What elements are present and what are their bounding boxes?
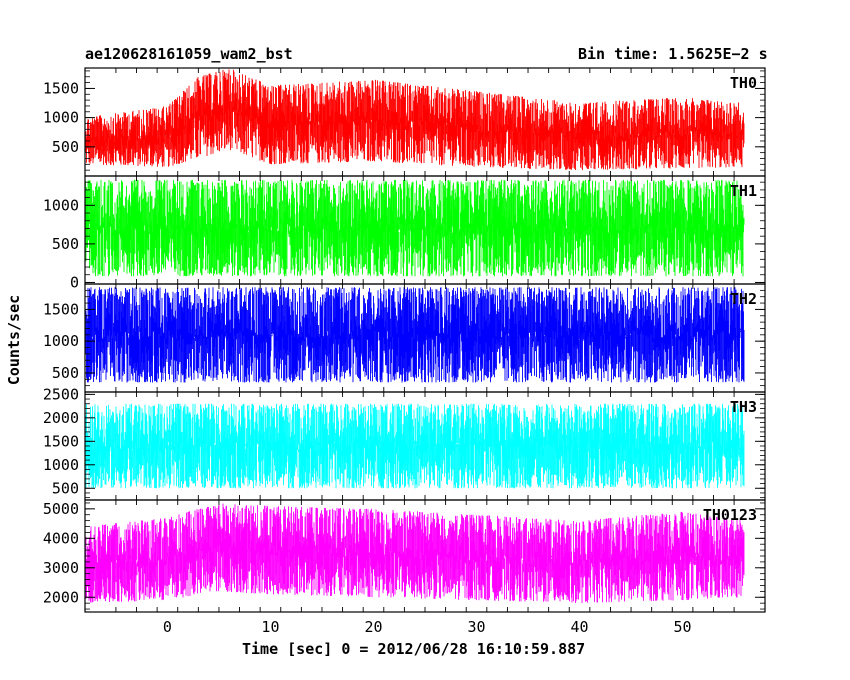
panel-label-th0: TH0	[730, 74, 757, 92]
y-tick-label: 4000	[43, 529, 79, 547]
series-th1	[84, 179, 745, 277]
y-tick-label: 1000	[43, 332, 79, 350]
x-tick-label: 50	[674, 618, 692, 636]
x-tick-label: 10	[261, 618, 279, 636]
y-tick-label: 1500	[43, 432, 79, 450]
y-tick-label: 1000	[43, 456, 79, 474]
y-tick-label: 3000	[43, 559, 79, 577]
y-tick-label: 2500	[43, 385, 79, 403]
y-tick-label: 1000	[43, 109, 79, 127]
panel-label-th2: TH2	[730, 290, 757, 308]
y-tick-label: 500	[52, 364, 79, 382]
y-tick-label: 1500	[43, 300, 79, 318]
y-tick-label: 1500	[43, 79, 79, 97]
series-th3	[84, 403, 745, 489]
panel-label-th0123: TH0123	[703, 506, 757, 524]
y-tick-label: 2000	[43, 588, 79, 606]
panel-label-th3: TH3	[730, 398, 757, 416]
y-tick-label: 500	[52, 138, 79, 156]
y-axis-label: Counts/sec	[5, 294, 23, 386]
x-tick-label: 0	[163, 618, 172, 636]
y-tick-label: 500	[52, 479, 79, 497]
y-tick-label: 5000	[43, 500, 79, 518]
x-tick-label: 30	[467, 618, 485, 636]
series-th2	[84, 287, 745, 383]
y-tick-label: 500	[52, 235, 79, 253]
y-tick-label: 1000	[43, 196, 79, 214]
x-tick-label: 40	[571, 618, 589, 636]
series-th0123	[84, 503, 745, 604]
panel-label-th1: TH1	[730, 182, 757, 200]
y-tick-label: 2000	[43, 409, 79, 427]
chart-title: ae120628161059_wam2_bst	[85, 45, 293, 63]
x-axis-label: Time [sec] 0 = 2012/06/28 16:10:59.887	[242, 640, 586, 658]
bin-time-label: Bin time: 1.5625E−2 s	[578, 45, 768, 63]
x-tick-label: 20	[364, 618, 382, 636]
series-th0	[84, 69, 745, 171]
y-tick-label: 0	[70, 273, 79, 291]
